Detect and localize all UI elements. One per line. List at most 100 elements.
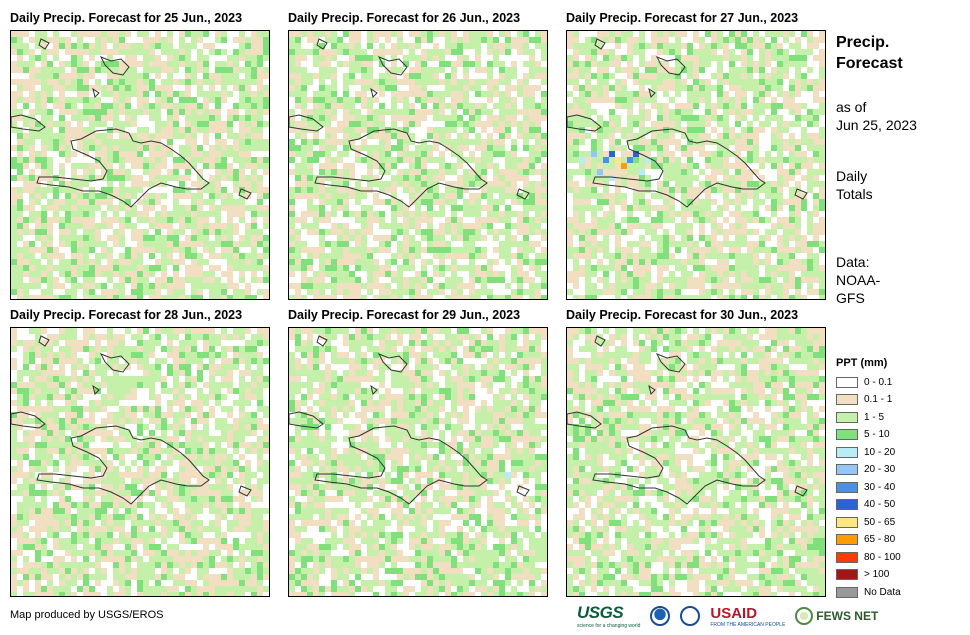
coastline [38, 38, 50, 50]
daily-totals-label: Daily Totals [836, 168, 873, 202]
coastline [92, 384, 100, 395]
coastline [92, 87, 100, 98]
coastline [648, 87, 656, 98]
coastline [377, 353, 408, 373]
noaa-logo [650, 606, 671, 626]
legend-swatch [836, 499, 858, 510]
coastline [316, 335, 328, 347]
coastline [289, 411, 324, 429]
legend-swatch [836, 551, 858, 563]
coastline [238, 188, 252, 200]
coastline [316, 38, 328, 50]
seal-logo [680, 606, 701, 626]
panel-title-6: Daily Precip. Forecast for 30 Jun., 2023 [566, 308, 799, 322]
coastline [592, 128, 766, 208]
coastline [11, 114, 46, 132]
legend-swatch [836, 534, 858, 545]
coastline [38, 335, 50, 347]
legend-label: 10 - 20 [864, 446, 896, 458]
legend-swatch [836, 464, 858, 475]
coastline [370, 87, 378, 98]
coastline [11, 411, 46, 429]
legend-swatch [836, 586, 858, 598]
legend-item: 80 - 100 [836, 551, 901, 563]
legend-item: 20 - 30 [836, 464, 895, 476]
panel-title-4: Daily Precip. Forecast for 28 Jun., 2023 [10, 308, 243, 322]
coastline [516, 188, 530, 200]
as-of-date: as of Jun 25, 2023 [836, 99, 917, 133]
legend-item: 10 - 20 [836, 446, 895, 458]
legend-item: 5 - 10 [836, 429, 890, 441]
legend-item: 65 - 80 [836, 534, 895, 546]
coastline [655, 56, 686, 76]
side-title: Precip. Forecast [836, 34, 903, 72]
coastline [648, 384, 656, 395]
coastline [99, 353, 130, 373]
legend-label: 0.1 - 1 [864, 394, 893, 405]
legend-swatch [836, 446, 858, 458]
coastline [567, 114, 602, 132]
legend-swatch [836, 569, 858, 580]
legend-label: 30 - 40 [864, 481, 896, 493]
coastline [99, 56, 130, 76]
coastline [516, 485, 530, 497]
legend-label: 80 - 100 [864, 551, 901, 563]
legend-item: 30 - 40 [836, 481, 895, 493]
data-source: Data: NOAA- GFS [836, 254, 881, 306]
legend-label: 0 - 0.1 [864, 376, 893, 388]
usgs-logo: USGS science for a changing world [577, 603, 641, 629]
coastline [238, 485, 252, 497]
coastline [314, 128, 488, 208]
forecast-map-5 [288, 327, 548, 597]
coastline [36, 128, 210, 208]
legend-label: 50 - 65 [864, 516, 896, 528]
coastline [370, 384, 378, 395]
coastline [314, 425, 488, 505]
legend-label: 1 - 5 [864, 411, 885, 423]
forecast-map-3 [566, 30, 826, 300]
coastline [794, 485, 808, 497]
coastline [36, 425, 210, 505]
coastline [592, 425, 766, 505]
legend-label: 40 - 50 [864, 499, 896, 510]
panel-title-5: Daily Precip. Forecast for 29 Jun., 2023 [288, 308, 521, 322]
legend-item: 0 - 0.1 [836, 376, 892, 388]
legend-swatch [836, 429, 858, 440]
legend-item: 1 - 5 [836, 411, 884, 423]
map-credit: Map produced by USGS/EROS [10, 609, 164, 621]
legend-label: 65 - 80 [864, 534, 896, 545]
legend-label: 5 - 10 [864, 429, 890, 440]
legend-item: No Data [836, 586, 901, 598]
forecast-map-4 [10, 327, 270, 597]
coastline [594, 38, 606, 50]
coastline [655, 353, 686, 373]
forecast-map-6 [566, 327, 826, 597]
coastline [377, 56, 408, 76]
coastline [567, 411, 602, 429]
legend-title: PPT (mm) [836, 357, 888, 369]
panel-title-1: Daily Precip. Forecast for 25 Jun., 2023 [10, 11, 243, 25]
fews-net-logo: FEWS NET [795, 607, 878, 625]
legend-swatch [836, 516, 858, 528]
panel-title-3: Daily Precip. Forecast for 27 Jun., 2023 [566, 11, 799, 25]
legend-swatch [836, 481, 858, 493]
legend-swatch [836, 394, 858, 405]
legend-item: 0.1 - 1 [836, 394, 892, 406]
forecast-map-1 [10, 30, 270, 300]
coastline [289, 114, 324, 132]
forecast-map-2 [288, 30, 548, 300]
legend-label: 20 - 30 [864, 464, 896, 475]
panel-title-2: Daily Precip. Forecast for 26 Jun., 2023 [288, 11, 521, 25]
legend-swatch [836, 376, 858, 388]
coastline [794, 188, 808, 200]
legend-item: > 100 [836, 569, 889, 581]
legend-label: No Data [864, 586, 901, 598]
usaid-logo: USAID FROM THE AMERICAN PEOPLE [710, 604, 786, 628]
logo-strip: USGS science for a changing world USAID … [577, 603, 878, 629]
legend-swatch [836, 411, 858, 423]
legend-item: 40 - 50 [836, 499, 895, 511]
legend-item: 50 - 65 [836, 516, 895, 528]
coastline [594, 335, 606, 347]
legend-label: > 100 [864, 569, 890, 580]
globe-icon [795, 607, 814, 625]
